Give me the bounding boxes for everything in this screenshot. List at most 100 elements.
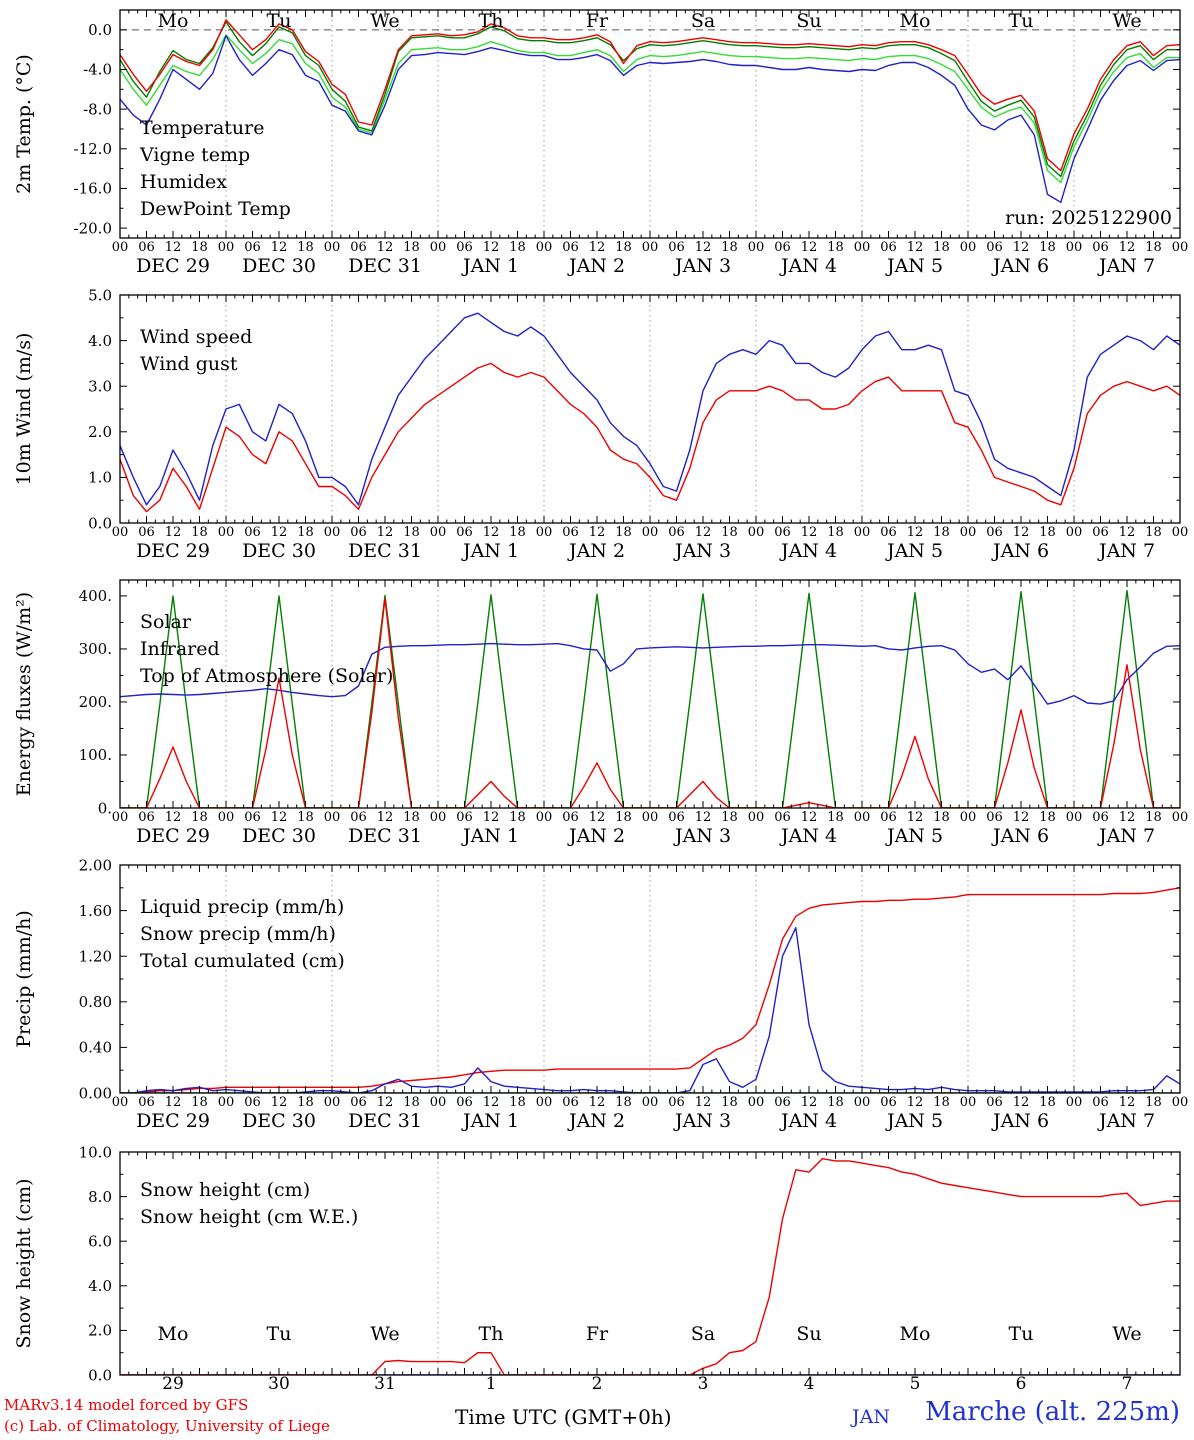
dow-label: Mo [158,1323,189,1345]
date-label: JAN 4 [779,1110,837,1132]
hour-tick-label: 12 [589,525,606,540]
hour-tick-label: 00 [1172,1095,1189,1110]
dow-label: Fr [586,10,609,32]
dow-label: Tu [1009,10,1034,32]
legend-wind-speed: Wind speed [140,326,252,348]
date-label: JAN 2 [567,825,625,847]
hour-tick-label: 12 [483,240,500,255]
run-label: run: 2025122900 [1005,207,1172,229]
hour-tick-label: 06 [986,1095,1003,1110]
hour-tick-label: 06 [456,240,473,255]
dow-label: Fr [586,1323,609,1345]
y-tick-label: -4.0 [83,61,112,79]
hour-tick-label: 06 [1092,240,1109,255]
hour-tick-label: 06 [1092,525,1109,540]
hour-tick-label: 12 [907,525,924,540]
legend-solar: Solar [140,611,192,633]
hour-tick-label: 12 [165,240,182,255]
hour-tick-label: 06 [1092,810,1109,825]
legend-snow-precip: Snow precip (mm/h) [140,923,336,945]
hour-tick-label: 12 [801,1095,818,1110]
hour-tick-label: 00 [430,525,447,540]
hour-tick-label: 12 [165,525,182,540]
hour-tick-label: 00 [1172,810,1189,825]
date-label: JAN 7 [1097,1110,1155,1132]
hour-tick-label: 00 [430,1095,447,1110]
hour-tick-label: 00 [536,525,553,540]
dow-label: Su [796,10,821,32]
panel-temp: 0.0 -4.0 -8.0 -12.0 -16.0 -20.0 2m Temp. (°C) 0… [13,9,1189,277]
hour-tick-label: 06 [562,1095,579,1110]
wind-gust-line [120,312,1180,506]
dow-label: Th [479,10,504,32]
hour-tick-label: 12 [589,810,606,825]
hour-tick-label: 00 [112,525,129,540]
hour-tick-label: 18 [1039,240,1056,255]
hour-tick-label: 00 [218,1095,235,1110]
hour-tick-label: 06 [244,810,261,825]
hour-tick-label: 00 [748,1095,765,1110]
y-tick-label: 200. [79,693,112,711]
hour-tick-label: 12 [271,525,288,540]
hour-tick-label: 06 [668,810,685,825]
hour-tick-label: 00 [324,1095,341,1110]
date-label: JAN 4 [779,540,837,562]
date-label: JAN 7 [1097,825,1155,847]
hour-tick-label: 18 [1039,810,1056,825]
hour-tick-label: 12 [801,525,818,540]
hour-tick-label: 18 [1145,1095,1162,1110]
hour-tick-label: 00 [960,1095,977,1110]
legend-total-cumulated: Total cumulated (cm) [140,950,345,972]
date-label: JAN 5 [885,1110,943,1132]
hour-tick-label: 12 [377,240,394,255]
date-label: DEC 31 [348,1110,422,1132]
date-label: JAN 2 [567,1110,625,1132]
hour-tick-label: 18 [509,240,526,255]
hour-tick-label: 06 [774,810,791,825]
hour-tick-label: 18 [191,525,208,540]
hour-tick-label: 12 [1013,240,1030,255]
y-tick-label: 3.0 [88,377,112,395]
y-tick-label: 2.0 [88,423,112,441]
legend-toa-solar: Top of Atmosphere (Solar) [140,665,393,687]
hour-tick-label: 00 [748,810,765,825]
hour-tick-label: 18 [615,1095,632,1110]
day-number-label: 3 [698,1374,709,1394]
hour-tick-label: 18 [191,240,208,255]
y-tick-label: 5.0 [88,286,112,304]
y-tick-label: 6.0 [88,1232,112,1250]
dow-label: Mo [900,10,931,32]
date-label: DEC 31 [348,540,422,562]
hour-tick-label: 06 [456,525,473,540]
hour-tick-label: 06 [986,240,1003,255]
hour-tick-label: 12 [165,1095,182,1110]
legend-liquid-precip: Liquid precip (mm/h) [140,896,344,918]
station-label: Marche (alt. 225m) [925,1397,1180,1427]
hour-tick-label: 00 [1066,1095,1083,1110]
hour-tick-label: 18 [509,810,526,825]
hour-tick-label: 00 [218,525,235,540]
hour-tick-label: 18 [191,810,208,825]
hour-tick-label: 06 [774,525,791,540]
y-tick-label: 10.0 [79,1143,112,1161]
hour-tick-label: 00 [430,240,447,255]
hour-tick-label: 00 [854,1095,871,1110]
date-label: JAN 6 [991,825,1049,847]
y-tick-label: -12.0 [74,140,112,158]
hour-tick-label: 00 [960,240,977,255]
day-number-label: 1 [486,1374,497,1394]
legend-snow-height: Snow height (cm) [140,1179,310,1201]
hour-tick-label: 12 [695,1095,712,1110]
month-label: JAN [852,1406,890,1428]
hour-tick-label: 12 [801,810,818,825]
hour-tick-label: 06 [350,1095,367,1110]
date-label: JAN 6 [991,540,1049,562]
hour-tick-label: 00 [218,240,235,255]
hour-tick-label: 00 [1172,240,1189,255]
hour-tick-label: 18 [1039,1095,1056,1110]
hour-tick-label: 18 [1145,525,1162,540]
y-tick-label: 1.20 [79,947,112,965]
hour-tick-label: 18 [509,525,526,540]
hour-tick-label: 12 [695,240,712,255]
hour-tick-label: 18 [933,240,950,255]
